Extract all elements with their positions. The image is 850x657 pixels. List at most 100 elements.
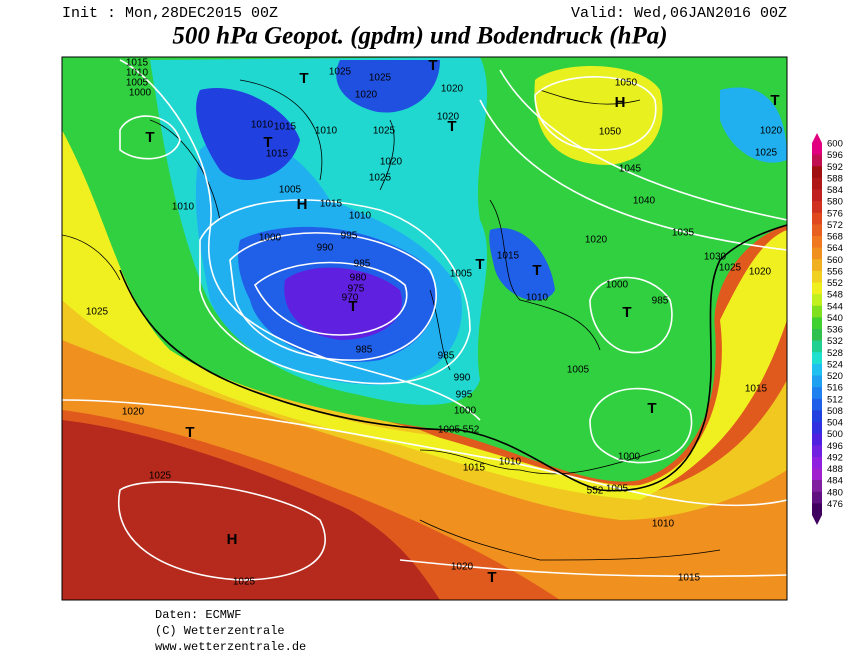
colorbar-label: 564 [827,243,843,254]
colorbar-label: 556 [827,266,843,277]
pressure-center: T [770,92,779,109]
isobar-label: 1010 [172,202,195,213]
isobar-label: 1005 [606,484,629,495]
colorbar-label: 520 [827,371,843,382]
colorbar-label: 548 [827,290,843,301]
valid-time: Valid: Wed,06JAN2016 00Z [571,5,787,22]
colorbar-label: 592 [827,162,843,173]
colorbar-label: 528 [827,348,843,359]
isobar-label: 1025 [329,67,352,78]
isobar-label: 1010 [251,120,274,131]
colorbar-swatch [812,387,822,400]
colorbar-label: 580 [827,197,843,208]
pressure-center: T [185,424,194,441]
colorbar-label: 600 [827,139,843,150]
isobar-label: 1005 [279,185,302,196]
colorbar-swatch [812,224,822,237]
isobar-label: 1010 [349,211,372,222]
isobar-label: 1010 [126,68,149,79]
isobar-label: 1000 [454,406,477,417]
isobar-label: 1030 [704,252,727,263]
isobar-label: 985 [354,259,371,270]
colorbar: 6005965925885845805765725685645605565525… [812,133,843,525]
pressure-center: T [447,118,456,135]
colorbar-swatch [812,154,822,167]
isobar-label: 1010 [652,519,675,530]
colorbar-label: 488 [827,464,843,475]
colorbar-label: 576 [827,208,843,219]
colorbar-swatch [812,166,822,179]
isobar-label: 990 [317,243,334,254]
colorbar-swatch [812,143,822,156]
colorbar-label: 492 [827,452,843,463]
isobar-label: 1025 [369,173,392,184]
colorbar-label: 516 [827,383,843,394]
isobar-label: 1020 [355,90,378,101]
isobar-label: 1025 [373,126,396,137]
isobar-label: 1020 [122,407,145,418]
colorbar-swatch [812,270,822,283]
colorbar-swatch [812,410,822,423]
isobar-label: 1025 [719,263,742,274]
colorbar-label: 584 [827,185,843,196]
colorbar-label: 572 [827,220,843,231]
colorbar-swatch [812,422,822,435]
pressure-center: H [615,94,626,111]
colorbar-top-arrow [812,133,822,143]
isobar-label: 1025 [149,471,172,482]
colorbar-swatch [812,189,822,202]
colorbar-label: 484 [827,476,843,487]
init-time: Init : Mon,28DEC2015 00Z [62,5,278,22]
height-label: 552 [463,425,480,436]
isobar-label: 990 [454,373,471,384]
isobar-label: 980 [350,273,367,284]
isobar-label: 1000 [606,280,629,291]
isobar-label: 1050 [599,127,622,138]
pressure-center: H [297,196,308,213]
colorbar-label: 508 [827,406,843,417]
map-field [62,57,787,600]
isobar-label: 1000 [259,233,282,244]
colorbar-label: 540 [827,313,843,324]
isobar-label: 1045 [619,164,642,175]
colorbar-label: 504 [827,418,843,429]
colorbar-swatch [812,259,822,272]
isobar-label: 1025 [233,577,256,588]
colorbar-swatch [812,433,822,446]
isobar-label: 985 [356,345,373,356]
isobar-label: 1020 [585,235,608,246]
colorbar-swatch [812,375,822,388]
isobar-label: 1050 [615,78,638,89]
colorbar-swatch [812,340,822,353]
isobar-label: 1015 [320,199,343,210]
isobar-label: 1015 [497,251,520,262]
pressure-center: T [647,400,656,417]
isobar-label: 1015 [126,58,149,69]
isobar-label: 1020 [760,126,783,137]
colorbar-label: 544 [827,301,843,312]
isobar-label: 1020 [451,562,474,573]
isobar-label: 1005 [126,78,149,89]
colorbar-swatch [812,329,822,342]
colorbar-swatch [812,363,822,376]
pressure-center: T [532,262,541,279]
colorbar-label: 476 [827,499,843,510]
isobar-label: 1000 [129,88,152,99]
colorbar-swatch [812,503,822,516]
isobar-label: 1020 [437,112,460,123]
isobar-label: 1035 [672,228,695,239]
colorbar-swatch [812,201,822,214]
colorbar-label: 568 [827,232,843,243]
map-title: 500 hPa Geopot. (gpdm) und Bodendruck (h… [172,23,667,50]
colorbar-swatch [812,352,822,365]
isobar-label: 1020 [441,84,464,95]
colorbar-label: 524 [827,359,843,370]
isobar-label: 1015 [266,149,289,160]
isobar-label: 1025 [755,148,778,159]
colorbar-label: 588 [827,173,843,184]
isobar-label: 1010 [526,293,549,304]
isobar-label: 995 [456,390,473,401]
pressure-center: T [145,129,154,146]
isobar-label: 1015 [745,384,768,395]
